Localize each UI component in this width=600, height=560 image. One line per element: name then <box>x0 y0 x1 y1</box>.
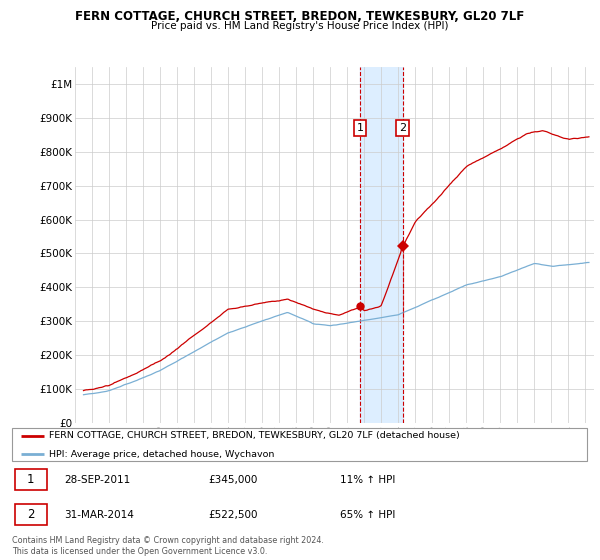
Text: HPI: Average price, detached house, Wychavon: HPI: Average price, detached house, Wych… <box>49 450 275 459</box>
Bar <box>360 67 403 423</box>
Text: FERN COTTAGE, CHURCH STREET, BREDON, TEWKESBURY, GL20 7LF (detached house): FERN COTTAGE, CHURCH STREET, BREDON, TEW… <box>49 431 460 441</box>
FancyBboxPatch shape <box>12 428 587 461</box>
Text: Price paid vs. HM Land Registry's House Price Index (HPI): Price paid vs. HM Land Registry's House … <box>151 21 449 31</box>
FancyBboxPatch shape <box>15 469 47 491</box>
Text: 31-MAR-2014: 31-MAR-2014 <box>64 510 134 520</box>
Text: 2: 2 <box>26 508 34 521</box>
Text: £522,500: £522,500 <box>208 510 257 520</box>
FancyBboxPatch shape <box>15 504 47 525</box>
Text: 1: 1 <box>356 123 364 133</box>
Text: 28-SEP-2011: 28-SEP-2011 <box>64 474 130 484</box>
Text: 65% ↑ HPI: 65% ↑ HPI <box>340 510 395 520</box>
Text: 11% ↑ HPI: 11% ↑ HPI <box>340 474 395 484</box>
Text: Contains HM Land Registry data © Crown copyright and database right 2024.
This d: Contains HM Land Registry data © Crown c… <box>12 536 324 556</box>
Text: 1: 1 <box>26 473 34 486</box>
Text: 2: 2 <box>399 123 406 133</box>
Text: FERN COTTAGE, CHURCH STREET, BREDON, TEWKESBURY, GL20 7LF: FERN COTTAGE, CHURCH STREET, BREDON, TEW… <box>76 10 524 23</box>
Text: £345,000: £345,000 <box>208 474 257 484</box>
